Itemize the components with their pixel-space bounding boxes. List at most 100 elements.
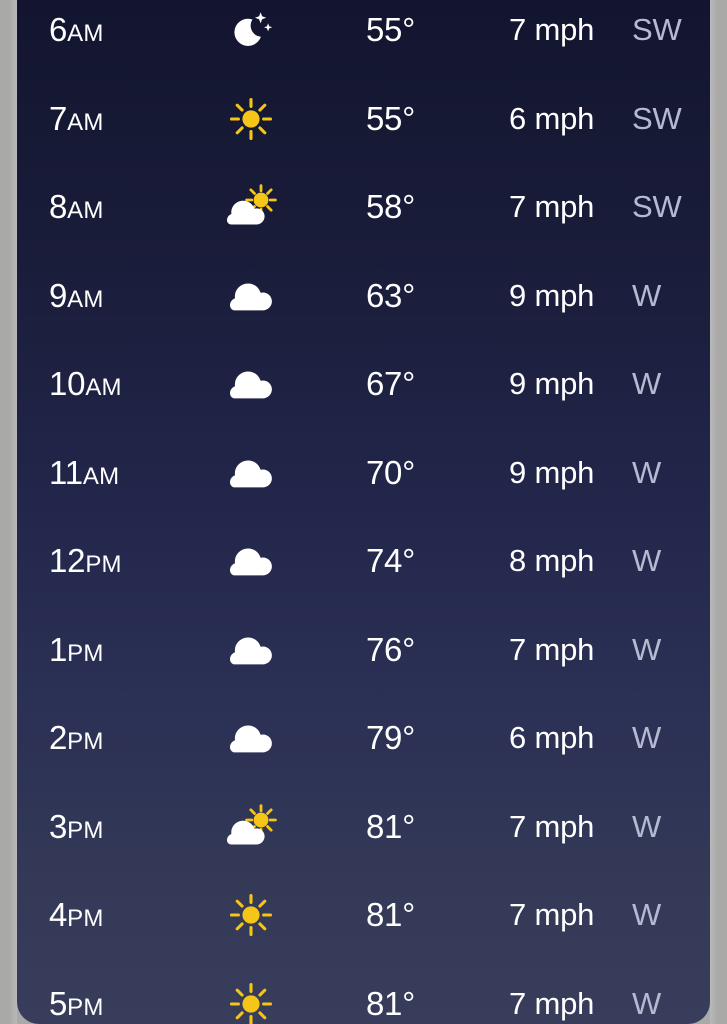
- hourly-forecast-card[interactable]: 6AM 55° 7 mph SW 7AM 55° 6 mph SW 8AM 58° 7 mph SW 9…: [17, 0, 710, 1024]
- temperature-value: 81°: [366, 807, 416, 845]
- hourly-forecast-row[interactable]: 3PM 81° 7 mph W: [17, 783, 710, 871]
- sun-icon: [207, 93, 295, 145]
- temperature-value: 74°: [366, 542, 416, 579]
- cloud-icon: [207, 712, 295, 764]
- wind-speed-value: 7 mph: [509, 897, 595, 932]
- hour-label: 8AM: [49, 188, 199, 226]
- temperature-value: 55°: [366, 99, 416, 137]
- hour-value: 10: [49, 365, 86, 402]
- hour-value: 3: [49, 807, 68, 845]
- wind-speed-value: 9 mph: [509, 454, 595, 490]
- hour-meridiem: AM: [67, 20, 104, 47]
- wind-speed-value: 8 mph: [509, 543, 595, 578]
- hour-value: 4: [49, 896, 68, 933]
- wind-direction-value: W: [632, 720, 662, 755]
- hour-meridiem: AM: [67, 285, 104, 313]
- wind-speed-value: 6 mph: [509, 720, 595, 755]
- hourly-forecast-row[interactable]: 12PM 74° 8 mph W: [17, 517, 710, 605]
- hour-label: 7AM: [49, 100, 199, 138]
- wind-speed-value: 6 mph: [509, 100, 595, 136]
- temperature-value: 70°: [366, 453, 416, 491]
- hourly-forecast-row[interactable]: 6AM 55° 7 mph SW: [17, 0, 710, 74]
- hour-label: 10AM: [49, 365, 199, 403]
- cloud-icon: [207, 270, 295, 322]
- hourly-forecast-row[interactable]: 4PM 81° 7 mph W: [17, 871, 710, 959]
- wind-direction-value: W: [632, 277, 662, 313]
- wind-direction-value: SW: [632, 189, 682, 224]
- hour-label: 4PM: [49, 896, 199, 934]
- hour-meridiem: AM: [67, 197, 104, 224]
- hour-value: 9: [49, 276, 68, 314]
- page-gutter-left: [0, 0, 17, 1024]
- hourly-forecast-row[interactable]: 1PM 76° 7 mph W: [17, 606, 710, 694]
- hour-label: 3PM: [49, 808, 199, 846]
- wind-direction-value: W: [632, 631, 662, 667]
- page-gutter-right: [710, 0, 727, 1024]
- temperature-value: 55°: [366, 11, 416, 48]
- wind-direction-value: W: [632, 366, 662, 401]
- hour-meridiem: PM: [85, 551, 122, 578]
- hour-value: 6: [49, 11, 68, 48]
- cloud-icon: [207, 624, 295, 676]
- hour-meridiem: PM: [67, 816, 104, 844]
- hourly-forecast-row[interactable]: 5PM 81° 7 mph W: [17, 960, 710, 1024]
- hour-meridiem: PM: [67, 728, 104, 755]
- hour-label: 6AM: [49, 11, 199, 49]
- hour-value: 5: [49, 984, 68, 1022]
- wind-direction-value: W: [632, 543, 662, 578]
- wind-speed-value: 7 mph: [509, 189, 595, 224]
- hour-value: 2: [49, 719, 68, 756]
- hour-value: 8: [49, 188, 68, 225]
- sun-behind-cloud-icon: [207, 181, 295, 233]
- hour-meridiem: AM: [85, 374, 122, 401]
- temperature-value: 81°: [366, 896, 416, 933]
- temperature-value: 79°: [366, 719, 416, 756]
- wind-direction-value: W: [632, 897, 662, 932]
- hourly-forecast-row[interactable]: 10AM 67° 9 mph W: [17, 340, 710, 428]
- hour-label: 5PM: [49, 985, 199, 1023]
- sun-icon: [207, 978, 295, 1024]
- temperature-value: 63°: [366, 276, 416, 314]
- hour-meridiem: PM: [67, 993, 104, 1021]
- moon-stars-icon: [207, 4, 295, 56]
- hour-label: 9AM: [49, 277, 199, 315]
- temperature-value: 58°: [366, 188, 416, 225]
- hour-label: 1PM: [49, 631, 199, 669]
- hour-label: 2PM: [49, 719, 199, 757]
- hourly-forecast-row[interactable]: 7AM 55° 6 mph SW: [17, 75, 710, 163]
- wind-direction-value: SW: [632, 100, 682, 136]
- hour-meridiem: PM: [67, 905, 104, 932]
- hourly-forecast-row[interactable]: 9AM 63° 9 mph W: [17, 252, 710, 340]
- hour-label: 11AM: [49, 454, 199, 492]
- hour-value: 12: [49, 542, 86, 579]
- hour-label: 12PM: [49, 542, 199, 580]
- wind-direction-value: W: [632, 808, 662, 844]
- wind-direction-value: SW: [632, 12, 682, 47]
- temperature-value: 76°: [366, 630, 416, 668]
- hour-value: 11: [49, 453, 83, 491]
- hour-meridiem: AM: [67, 108, 104, 136]
- hour-value: 1: [49, 630, 68, 668]
- temperature-value: 81°: [366, 984, 416, 1022]
- sun-icon: [207, 889, 295, 941]
- wind-speed-value: 7 mph: [509, 631, 595, 667]
- wind-speed-value: 9 mph: [509, 277, 595, 313]
- hour-meridiem: PM: [67, 639, 104, 667]
- cloud-icon: [207, 447, 295, 499]
- wind-speed-value: 9 mph: [509, 366, 595, 401]
- wind-speed-value: 7 mph: [509, 985, 595, 1021]
- wind-direction-value: W: [632, 454, 662, 490]
- hour-value: 7: [49, 99, 68, 137]
- sun-behind-cloud-icon: [207, 801, 295, 853]
- cloud-icon: [207, 358, 295, 410]
- temperature-value: 67°: [366, 365, 416, 402]
- hourly-forecast-row[interactable]: 8AM 58° 7 mph SW: [17, 163, 710, 251]
- wind-speed-value: 7 mph: [509, 808, 595, 844]
- wind-speed-value: 7 mph: [509, 12, 595, 47]
- cloud-icon: [207, 535, 295, 587]
- hourly-forecast-row[interactable]: 2PM 79° 6 mph W: [17, 694, 710, 782]
- hour-meridiem: AM: [82, 462, 120, 490]
- hourly-forecast-row[interactable]: 11AM 70° 9 mph W: [17, 429, 710, 517]
- wind-direction-value: W: [632, 985, 662, 1021]
